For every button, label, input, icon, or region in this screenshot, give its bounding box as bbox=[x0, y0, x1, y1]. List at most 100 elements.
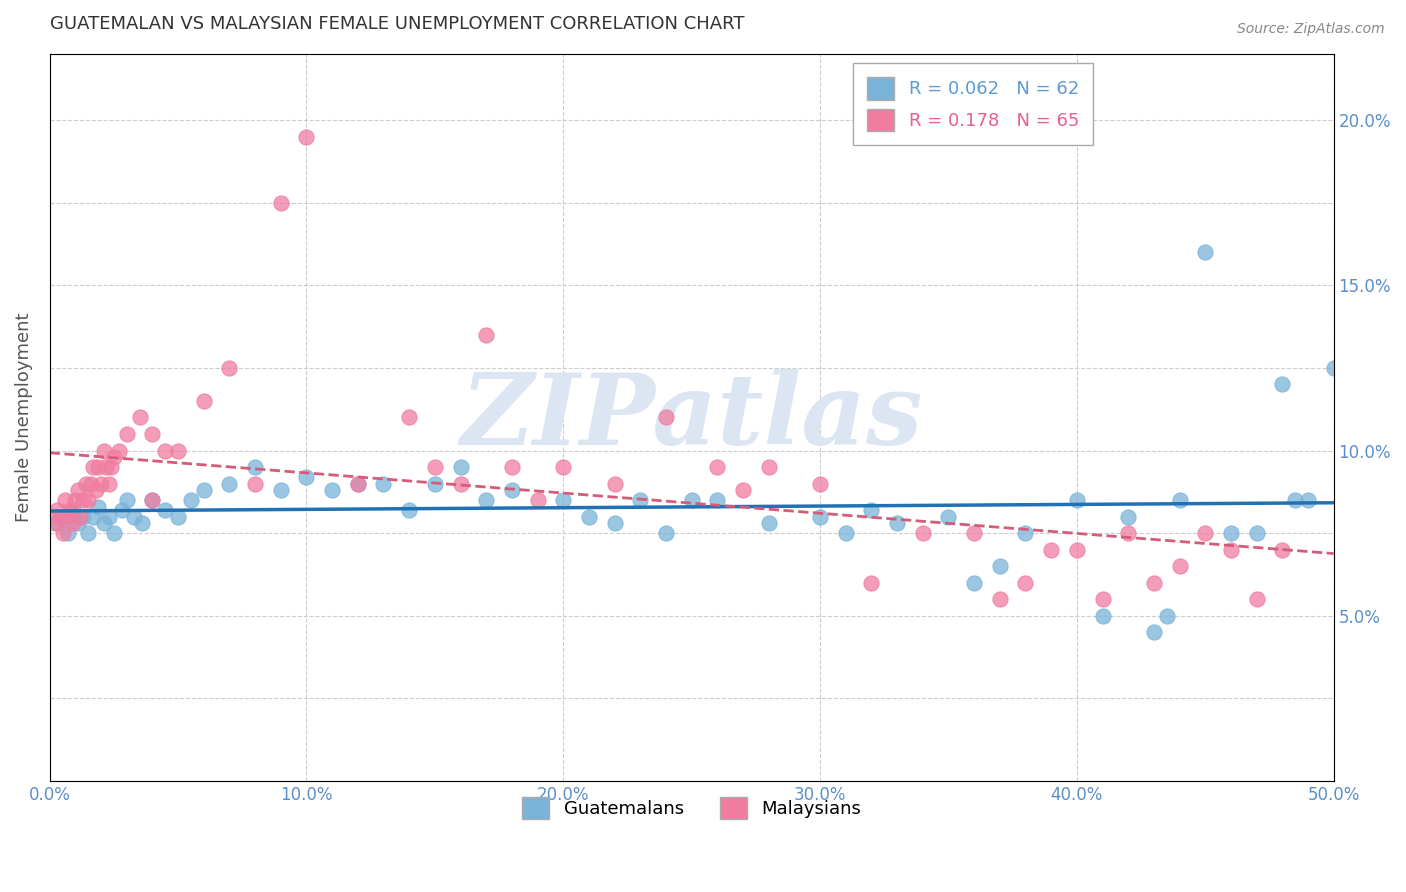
Point bbox=[1271, 377, 1294, 392]
Point bbox=[155, 443, 177, 458]
Point bbox=[501, 460, 523, 475]
Point bbox=[128, 410, 150, 425]
Point bbox=[475, 493, 498, 508]
Point bbox=[1040, 542, 1063, 557]
Point bbox=[193, 394, 215, 409]
Point bbox=[46, 503, 69, 517]
Point bbox=[193, 483, 215, 498]
Point bbox=[398, 410, 420, 425]
Point bbox=[1246, 526, 1268, 541]
Point bbox=[97, 476, 120, 491]
Point bbox=[56, 509, 79, 524]
Point bbox=[1219, 526, 1241, 541]
Point bbox=[603, 516, 626, 531]
Point bbox=[77, 526, 100, 541]
Point bbox=[450, 460, 472, 475]
Point bbox=[44, 516, 66, 531]
Text: GUATEMALAN VS MALAYSIAN FEMALE UNEMPLOYMENT CORRELATION CHART: GUATEMALAN VS MALAYSIAN FEMALE UNEMPLOYM… bbox=[49, 15, 744, 33]
Point bbox=[1284, 493, 1306, 508]
Point bbox=[758, 516, 780, 531]
Point bbox=[321, 483, 343, 498]
Point bbox=[66, 516, 89, 531]
Point bbox=[1168, 559, 1191, 574]
Point bbox=[66, 483, 89, 498]
Point bbox=[553, 493, 575, 508]
Point bbox=[59, 503, 82, 517]
Point bbox=[65, 493, 87, 508]
Point bbox=[346, 476, 368, 491]
Point bbox=[218, 476, 240, 491]
Point bbox=[141, 427, 163, 442]
Point bbox=[731, 483, 754, 498]
Point bbox=[270, 195, 292, 210]
Point bbox=[180, 493, 202, 508]
Point bbox=[167, 443, 190, 458]
Point bbox=[69, 509, 91, 524]
Point bbox=[93, 516, 115, 531]
Point bbox=[97, 509, 120, 524]
Point bbox=[911, 526, 934, 541]
Point bbox=[860, 575, 883, 590]
Point bbox=[62, 516, 84, 531]
Point bbox=[886, 516, 908, 531]
Point bbox=[963, 526, 986, 541]
Point bbox=[46, 516, 69, 531]
Point bbox=[988, 559, 1011, 574]
Point bbox=[1219, 542, 1241, 557]
Point bbox=[1143, 625, 1166, 640]
Point bbox=[51, 509, 73, 524]
Point bbox=[1116, 526, 1139, 541]
Point bbox=[167, 509, 190, 524]
Point bbox=[501, 483, 523, 498]
Point bbox=[72, 509, 94, 524]
Point bbox=[82, 509, 104, 524]
Point bbox=[1014, 575, 1036, 590]
Point bbox=[141, 493, 163, 508]
Point bbox=[62, 503, 84, 517]
Point bbox=[100, 460, 122, 475]
Point bbox=[124, 509, 146, 524]
Text: Source: ZipAtlas.com: Source: ZipAtlas.com bbox=[1237, 22, 1385, 37]
Point bbox=[578, 509, 600, 524]
Point bbox=[51, 526, 73, 541]
Point bbox=[808, 509, 831, 524]
Point bbox=[603, 476, 626, 491]
Point bbox=[1296, 493, 1319, 508]
Point bbox=[115, 427, 138, 442]
Point bbox=[53, 493, 76, 508]
Point bbox=[72, 493, 94, 508]
Point bbox=[938, 509, 960, 524]
Point bbox=[49, 509, 72, 524]
Legend: Guatemalans, Malaysians: Guatemalans, Malaysians bbox=[515, 790, 869, 827]
Point bbox=[553, 460, 575, 475]
Point bbox=[295, 129, 318, 144]
Point bbox=[681, 493, 703, 508]
Point bbox=[1091, 592, 1114, 607]
Point bbox=[423, 476, 446, 491]
Point bbox=[373, 476, 395, 491]
Point bbox=[346, 476, 368, 491]
Point bbox=[93, 443, 115, 458]
Point bbox=[87, 460, 110, 475]
Point bbox=[108, 443, 131, 458]
Point bbox=[243, 476, 266, 491]
Point bbox=[243, 460, 266, 475]
Point bbox=[758, 460, 780, 475]
Text: ZIPatlas: ZIPatlas bbox=[461, 369, 922, 466]
Point bbox=[295, 470, 318, 484]
Point bbox=[1168, 493, 1191, 508]
Point bbox=[56, 526, 79, 541]
Point bbox=[110, 503, 132, 517]
Y-axis label: Female Unemployment: Female Unemployment bbox=[15, 313, 32, 522]
Point bbox=[526, 493, 548, 508]
Point bbox=[1194, 245, 1216, 260]
Point bbox=[1116, 509, 1139, 524]
Point bbox=[103, 450, 125, 465]
Point bbox=[270, 483, 292, 498]
Point bbox=[1246, 592, 1268, 607]
Point bbox=[808, 476, 831, 491]
Point bbox=[96, 460, 118, 475]
Point bbox=[655, 526, 678, 541]
Point bbox=[155, 503, 177, 517]
Point bbox=[1156, 608, 1178, 623]
